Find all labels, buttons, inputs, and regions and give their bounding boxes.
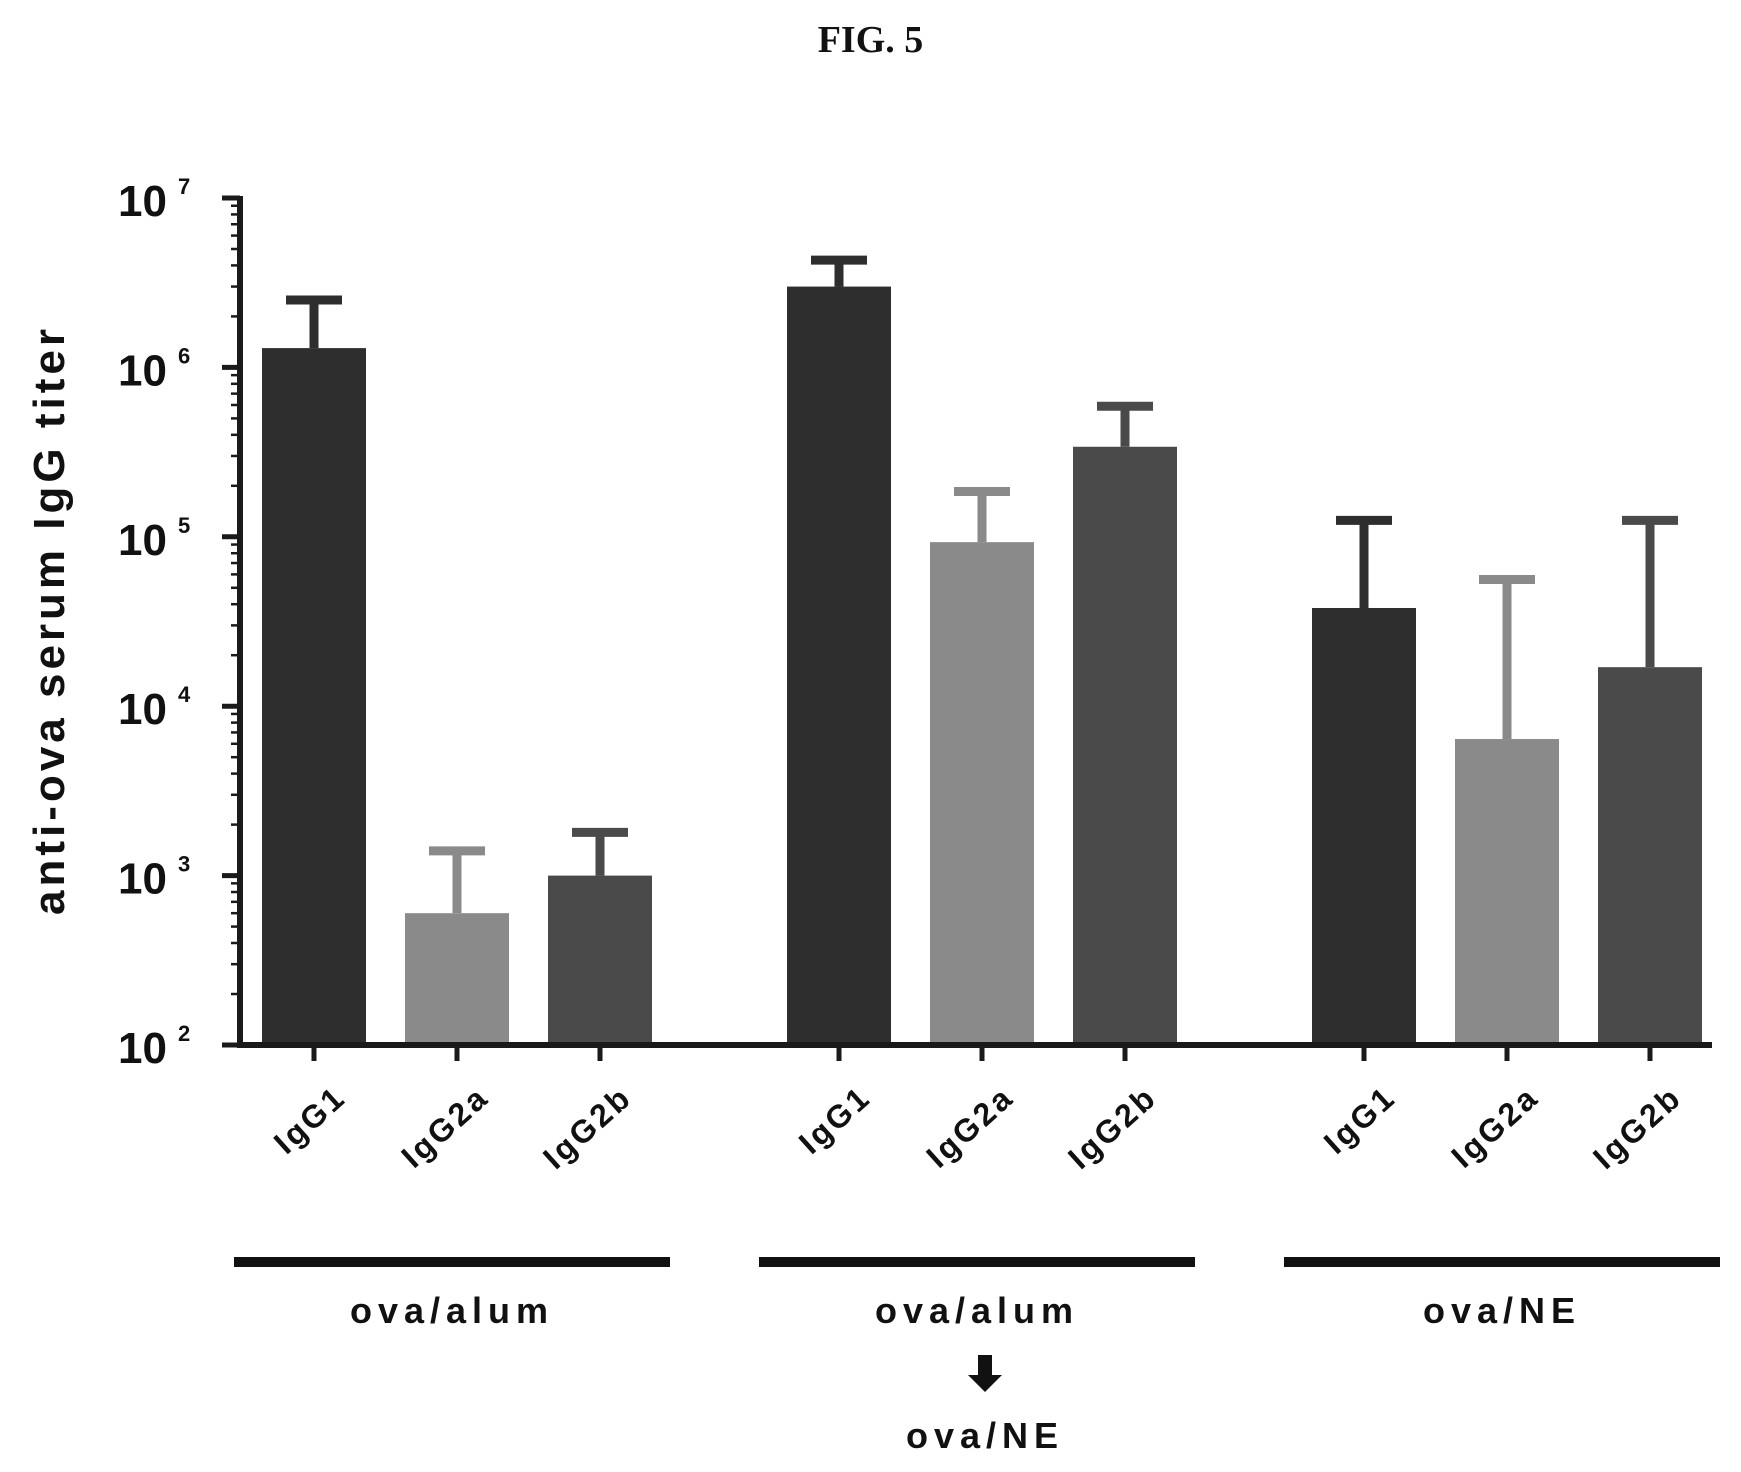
bar [405,913,509,1045]
y-tick-exponent: 6 [178,343,190,368]
group-label: ova/alum [350,1290,554,1331]
category-label: IgG2b [536,1078,639,1175]
group-label-secondary: ova/NE [906,1415,1064,1456]
y-tick-label: 10 [118,346,167,395]
category-label: IgG1 [1317,1078,1403,1160]
group-label: ova/NE [1423,1290,1581,1331]
bar [1598,667,1702,1045]
bar [787,286,891,1045]
y-tick-label: 10 [118,685,167,734]
bar [930,542,1034,1045]
bars-layer [262,255,1702,1046]
y-tick-label: 10 [118,855,167,904]
category-label: IgG2a [919,1078,1020,1174]
bar [1073,446,1177,1046]
category-label: IgG1 [267,1078,353,1160]
category-label: IgG2a [394,1078,495,1174]
y-tick-label: 10 [118,516,167,565]
bar [1455,739,1559,1045]
y-tick-label: 10 [118,1024,167,1073]
figure-title: FIG. 5 [817,19,924,61]
category-label: IgG2a [1444,1078,1545,1174]
axis-layer [222,195,1712,1061]
bar [262,348,366,1045]
y-tick-exponent: 5 [178,513,190,538]
y-tick-exponent: 4 [178,682,191,707]
y-tick-exponent: 2 [178,1021,190,1046]
category-label: IgG2b [1061,1078,1164,1175]
y-tick-exponent: 3 [178,852,190,877]
down-arrow-icon [968,1355,1002,1392]
y-axis-label: anti-ova serum IgG titer [25,325,74,915]
category-label: IgG1 [792,1078,878,1160]
y-tick-label: 10 [118,177,167,226]
bar [1312,607,1416,1045]
group-label: ova/alum [875,1290,1079,1331]
y-tick-exponent: 7 [178,174,190,199]
category-label: IgG2b [1586,1078,1689,1175]
bar [548,875,652,1045]
